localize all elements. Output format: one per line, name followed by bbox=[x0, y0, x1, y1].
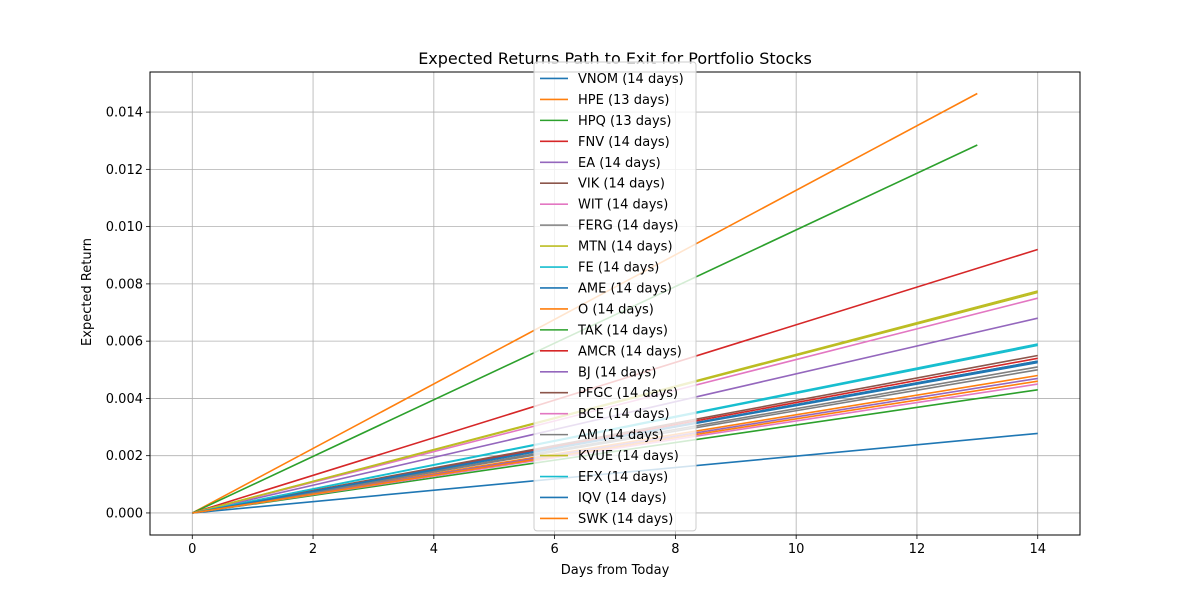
legend-entry-label: TAK (14 days) bbox=[577, 323, 668, 338]
legend-entry-label: O (14 days) bbox=[578, 302, 654, 317]
legend-entry-label: SWK (14 days) bbox=[578, 512, 673, 527]
legend: VNOM (14 days) HPE (13 days) HPQ (13 days)… bbox=[533, 61, 697, 532]
x-tick-label: 12 bbox=[909, 542, 926, 557]
x-tick-label: 8 bbox=[671, 542, 679, 557]
y-tick-label: 0.010 bbox=[106, 220, 143, 235]
legend-entry-label: FERG (14 days) bbox=[578, 219, 678, 234]
legend-entry-label: EA (14 days) bbox=[578, 156, 661, 171]
legend-entry-label: EFX (14 days) bbox=[578, 470, 668, 485]
legend-entry-label: PFGC (14 days) bbox=[578, 386, 678, 401]
legend-entry-label: VIK (14 days) bbox=[578, 177, 665, 192]
legend-entry-label: IQV (14 days) bbox=[578, 491, 667, 506]
legend-entry-label: BJ (14 days) bbox=[578, 365, 656, 380]
legend-entry-label: HPQ (13 days) bbox=[578, 114, 671, 129]
x-tick-label: 2 bbox=[309, 542, 317, 557]
legend-entry-label: FNV (14 days) bbox=[578, 135, 670, 150]
y-axis-label: Expected Return bbox=[80, 238, 95, 346]
y-tick-label: 0.008 bbox=[106, 277, 143, 292]
x-tick-label: 4 bbox=[430, 542, 438, 557]
x-tick-label: 6 bbox=[550, 542, 558, 557]
y-tick-label: 0.002 bbox=[106, 449, 143, 464]
legend-entry-label: VNOM (14 days) bbox=[578, 72, 684, 87]
x-tick-label: 0 bbox=[188, 542, 196, 557]
x-tick-label: 10 bbox=[788, 542, 805, 557]
legend-entry-label: FE (14 days) bbox=[578, 261, 659, 276]
y-tick-label: 0.004 bbox=[106, 392, 143, 407]
legend-entry-label: KVUE (14 days) bbox=[578, 449, 679, 464]
legend-entry-label: AM (14 days) bbox=[578, 428, 664, 443]
legend-entry-label: AME (14 days) bbox=[578, 281, 672, 296]
legend-entry-label: BCE (14 days) bbox=[578, 407, 670, 422]
y-tick-label: 0.006 bbox=[106, 335, 143, 350]
axis-ticks: 0 2 4 6 8 10 12 14 0.000 0.002 0.004 0.006 0.008 0.01… bbox=[106, 106, 1046, 557]
chart-title: Expected Returns Path to Exit for Portfo… bbox=[418, 49, 812, 68]
y-tick-label: 0.014 bbox=[106, 106, 143, 121]
x-tick-label: 14 bbox=[1029, 542, 1046, 557]
y-tick-label: 0.012 bbox=[106, 163, 143, 178]
y-tick-label: 0.000 bbox=[106, 506, 143, 521]
legend-entry-label: HPE (13 days) bbox=[578, 93, 669, 108]
legend-entry-label: MTN (14 days) bbox=[578, 240, 673, 255]
legend-entry-label: WIT (14 days) bbox=[578, 198, 668, 213]
legend-entry-label: AMCR (14 days) bbox=[578, 344, 682, 359]
legend-box bbox=[533, 61, 697, 532]
x-axis-label: Days from Today bbox=[561, 563, 670, 578]
